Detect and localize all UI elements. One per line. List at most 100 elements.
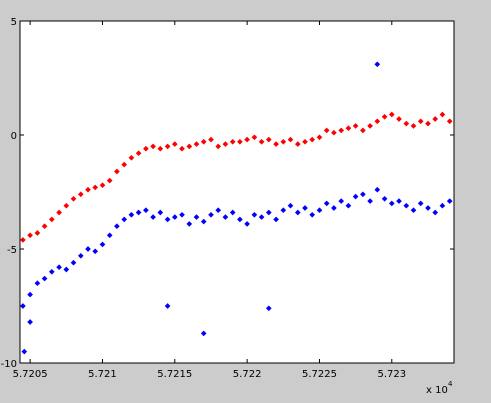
series-1-point	[417, 200, 424, 207]
series-0-point	[121, 161, 128, 168]
outlier-point	[164, 303, 171, 309]
series-1-point	[70, 259, 77, 266]
series-1-point	[251, 211, 258, 218]
series-0-point	[396, 116, 402, 122]
series-0-point	[265, 136, 272, 143]
series-0-point	[215, 143, 222, 150]
outlier-point	[374, 61, 381, 68]
series-0-point	[222, 141, 229, 147]
series-1-point	[287, 202, 294, 209]
series-1-point	[352, 193, 359, 200]
x-tick-label: 5.722	[233, 369, 262, 380]
x-tick-label: 5.721	[88, 369, 117, 380]
series-0-point	[338, 127, 345, 134]
x-tick-label: 5.723	[377, 369, 406, 380]
series-1-point	[171, 214, 178, 220]
series-0-point	[258, 138, 265, 145]
series-1-point	[258, 214, 265, 220]
series-1-point	[157, 209, 164, 216]
plot-area	[20, 21, 454, 363]
series-0-point	[425, 120, 431, 127]
series-1-point	[121, 216, 128, 223]
series-0-point	[432, 116, 439, 122]
series-0-point	[164, 143, 171, 150]
series-1-point	[222, 214, 229, 220]
series-0-point	[229, 138, 236, 145]
series-1-point	[432, 209, 439, 216]
series-0-point	[77, 191, 84, 198]
series-1-point	[294, 209, 301, 216]
series-0-point	[273, 141, 279, 147]
x-multiplier-exponent: 4	[448, 380, 453, 388]
series-0-point	[316, 134, 323, 141]
series-1-point	[106, 232, 113, 239]
series-1-point	[27, 291, 33, 298]
y-tick-label: 5	[11, 17, 17, 28]
series-1-point	[446, 198, 453, 204]
series-1-point	[316, 207, 323, 214]
series-0-point	[106, 177, 113, 184]
series-1-point	[135, 209, 142, 216]
series-1-point	[229, 209, 236, 216]
series-1-point	[186, 221, 193, 227]
x-tick-label: 5.7225	[302, 369, 337, 380]
series-0-point	[410, 123, 417, 129]
series-1-point	[381, 195, 388, 202]
series-0-point	[92, 184, 99, 191]
series-0-point	[345, 125, 352, 132]
series-0-point	[323, 127, 330, 134]
series-1-point	[374, 186, 381, 193]
series-0-point	[287, 136, 294, 143]
series-1-point	[215, 207, 222, 214]
y-tick-label: -5	[7, 245, 17, 256]
series-1-point	[403, 202, 410, 209]
x-axis: 5.7205 5.721 5.7215 5.722 5.7225 5.723	[13, 21, 406, 380]
series-1-point	[92, 248, 99, 255]
x-tick-label: 5.7205	[13, 369, 48, 380]
series-0-point	[294, 141, 301, 147]
series-1-point	[331, 205, 337, 211]
x-tick-label: 5.7215	[157, 369, 192, 380]
series-1-point	[85, 246, 91, 252]
series-1-point	[114, 223, 120, 230]
y-tick-label: -10	[1, 359, 17, 370]
series-1-point	[439, 202, 446, 209]
series-0-point	[331, 129, 337, 136]
series-0-point	[446, 118, 453, 125]
y-axis: -10 -5 0 5	[1, 17, 454, 370]
series-0-point	[128, 154, 135, 161]
series-0-point	[417, 118, 424, 125]
series-1-point	[367, 198, 373, 204]
series-0-point	[135, 150, 142, 157]
series-1-point	[150, 214, 156, 220]
series-0-point	[200, 138, 207, 145]
series-1-point	[360, 191, 366, 198]
outlier-point	[265, 305, 272, 312]
series-0-point	[439, 111, 446, 118]
series-0-point	[150, 143, 156, 150]
series-0-point	[157, 145, 164, 152]
series-1-point	[193, 214, 200, 220]
series-1-point	[338, 198, 345, 204]
series-1-point	[396, 198, 402, 204]
series-0-point	[237, 138, 243, 145]
series-0-point	[352, 123, 359, 129]
y-tick-label: 0	[11, 131, 17, 142]
series-0-point	[143, 145, 149, 152]
series-0-point	[114, 168, 120, 175]
series-0-point	[208, 136, 214, 143]
series-0-point	[20, 237, 26, 243]
x-multiplier-label: x 10	[426, 385, 448, 396]
data-points	[20, 61, 453, 355]
series-1-point	[302, 205, 308, 211]
series-0-point	[381, 113, 388, 120]
series-1-point	[77, 252, 84, 259]
series-1-point	[128, 211, 135, 218]
series-0-point	[251, 134, 258, 141]
series-0-point	[360, 127, 366, 134]
series-0-point	[99, 182, 106, 189]
series-1-point	[244, 221, 250, 227]
series-1-point	[208, 211, 214, 218]
series-0-point	[309, 136, 316, 143]
